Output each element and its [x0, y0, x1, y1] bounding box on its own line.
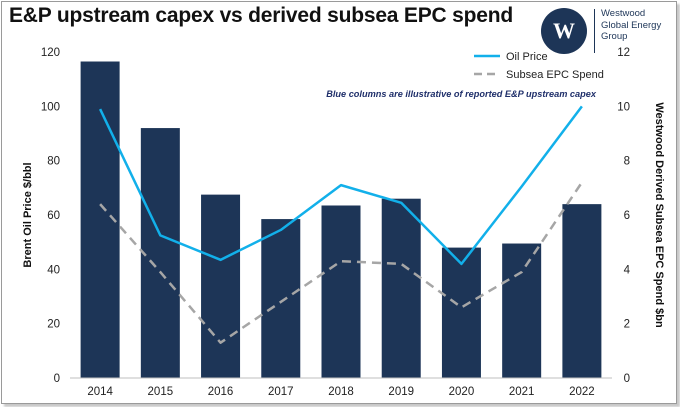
subsea-epc-line	[99, 181, 583, 344]
x-tick-label: 2014	[87, 386, 113, 398]
bars	[80, 61, 602, 379]
y-axis-title: Brent Oil Price $/bbl	[22, 162, 34, 267]
x-tick-label: 2021	[509, 386, 535, 398]
capex-bar	[201, 194, 241, 378]
y2-tick-label: 2	[624, 319, 630, 331]
y2-tick-label: 12	[617, 47, 630, 59]
x-tick-label: 2019	[388, 386, 414, 398]
capex-bar	[562, 204, 602, 378]
y-tick-label: 0	[54, 373, 60, 385]
y2-axis-title: Westwood Derived Subsea EPC Spend $bn	[653, 102, 665, 328]
lines	[98, 105, 583, 344]
y-tick-label: 40	[47, 264, 60, 276]
y-tick-label: 60	[47, 210, 60, 222]
y-tick-label: 80	[47, 156, 60, 168]
westwood-logo-mark: W	[553, 18, 575, 43]
y2-tick-label: 8	[624, 156, 630, 168]
y-tick-label: 120	[41, 47, 60, 59]
chart-annotation: Blue columns are illustrative of reporte…	[326, 89, 597, 99]
logo-wordmark: Westwood Global Energy Group	[601, 8, 680, 43]
category-labels: 2014 2015 2016 2017 2018 2019 2020 2021 2022	[87, 386, 594, 398]
capex-bar	[441, 247, 481, 378]
logo-line-1: Westwood	[601, 8, 646, 19]
westwood-logo: W	[541, 8, 587, 54]
chart-title: E&P upstream capex vs derived subsea EPC…	[9, 4, 513, 27]
capex-bar	[381, 198, 421, 378]
x-tick-label: 2022	[569, 386, 595, 398]
x-tick-label: 2015	[148, 386, 174, 398]
capex-bar	[261, 219, 301, 378]
logo-line-3: Group	[601, 31, 628, 42]
left-axis-labels: 0 20 40 60 80 100 120	[41, 47, 60, 385]
oil-price-line	[98, 105, 583, 266]
capex-bar	[140, 128, 180, 378]
y2-tick-label: 6	[624, 210, 630, 222]
x-tick-label: 2016	[208, 386, 234, 398]
right-axis-labels: 0 2 4 6 8 10 12	[617, 47, 630, 385]
capex-bar	[321, 205, 361, 378]
legend: Oil Price Subsea EPC Spend	[474, 51, 604, 81]
y2-tick-label: 0	[624, 373, 630, 385]
capex-bar	[502, 243, 542, 378]
y2-tick-label: 10	[617, 101, 630, 113]
legend-oil-label: Oil Price	[506, 51, 548, 63]
logo-line-2: Global Energy	[601, 19, 662, 31]
x-tick-label: 2020	[449, 386, 475, 398]
x-tick-label: 2018	[328, 386, 354, 398]
y-tick-label: 100	[41, 101, 60, 113]
x-tick-label: 2017	[268, 386, 294, 398]
y2-tick-label: 4	[624, 264, 631, 276]
logo-letter: W	[553, 18, 575, 43]
logo-divider	[594, 9, 595, 53]
legend-epc-label: Subsea EPC Spend	[506, 69, 604, 81]
y-tick-label: 20	[47, 319, 60, 331]
